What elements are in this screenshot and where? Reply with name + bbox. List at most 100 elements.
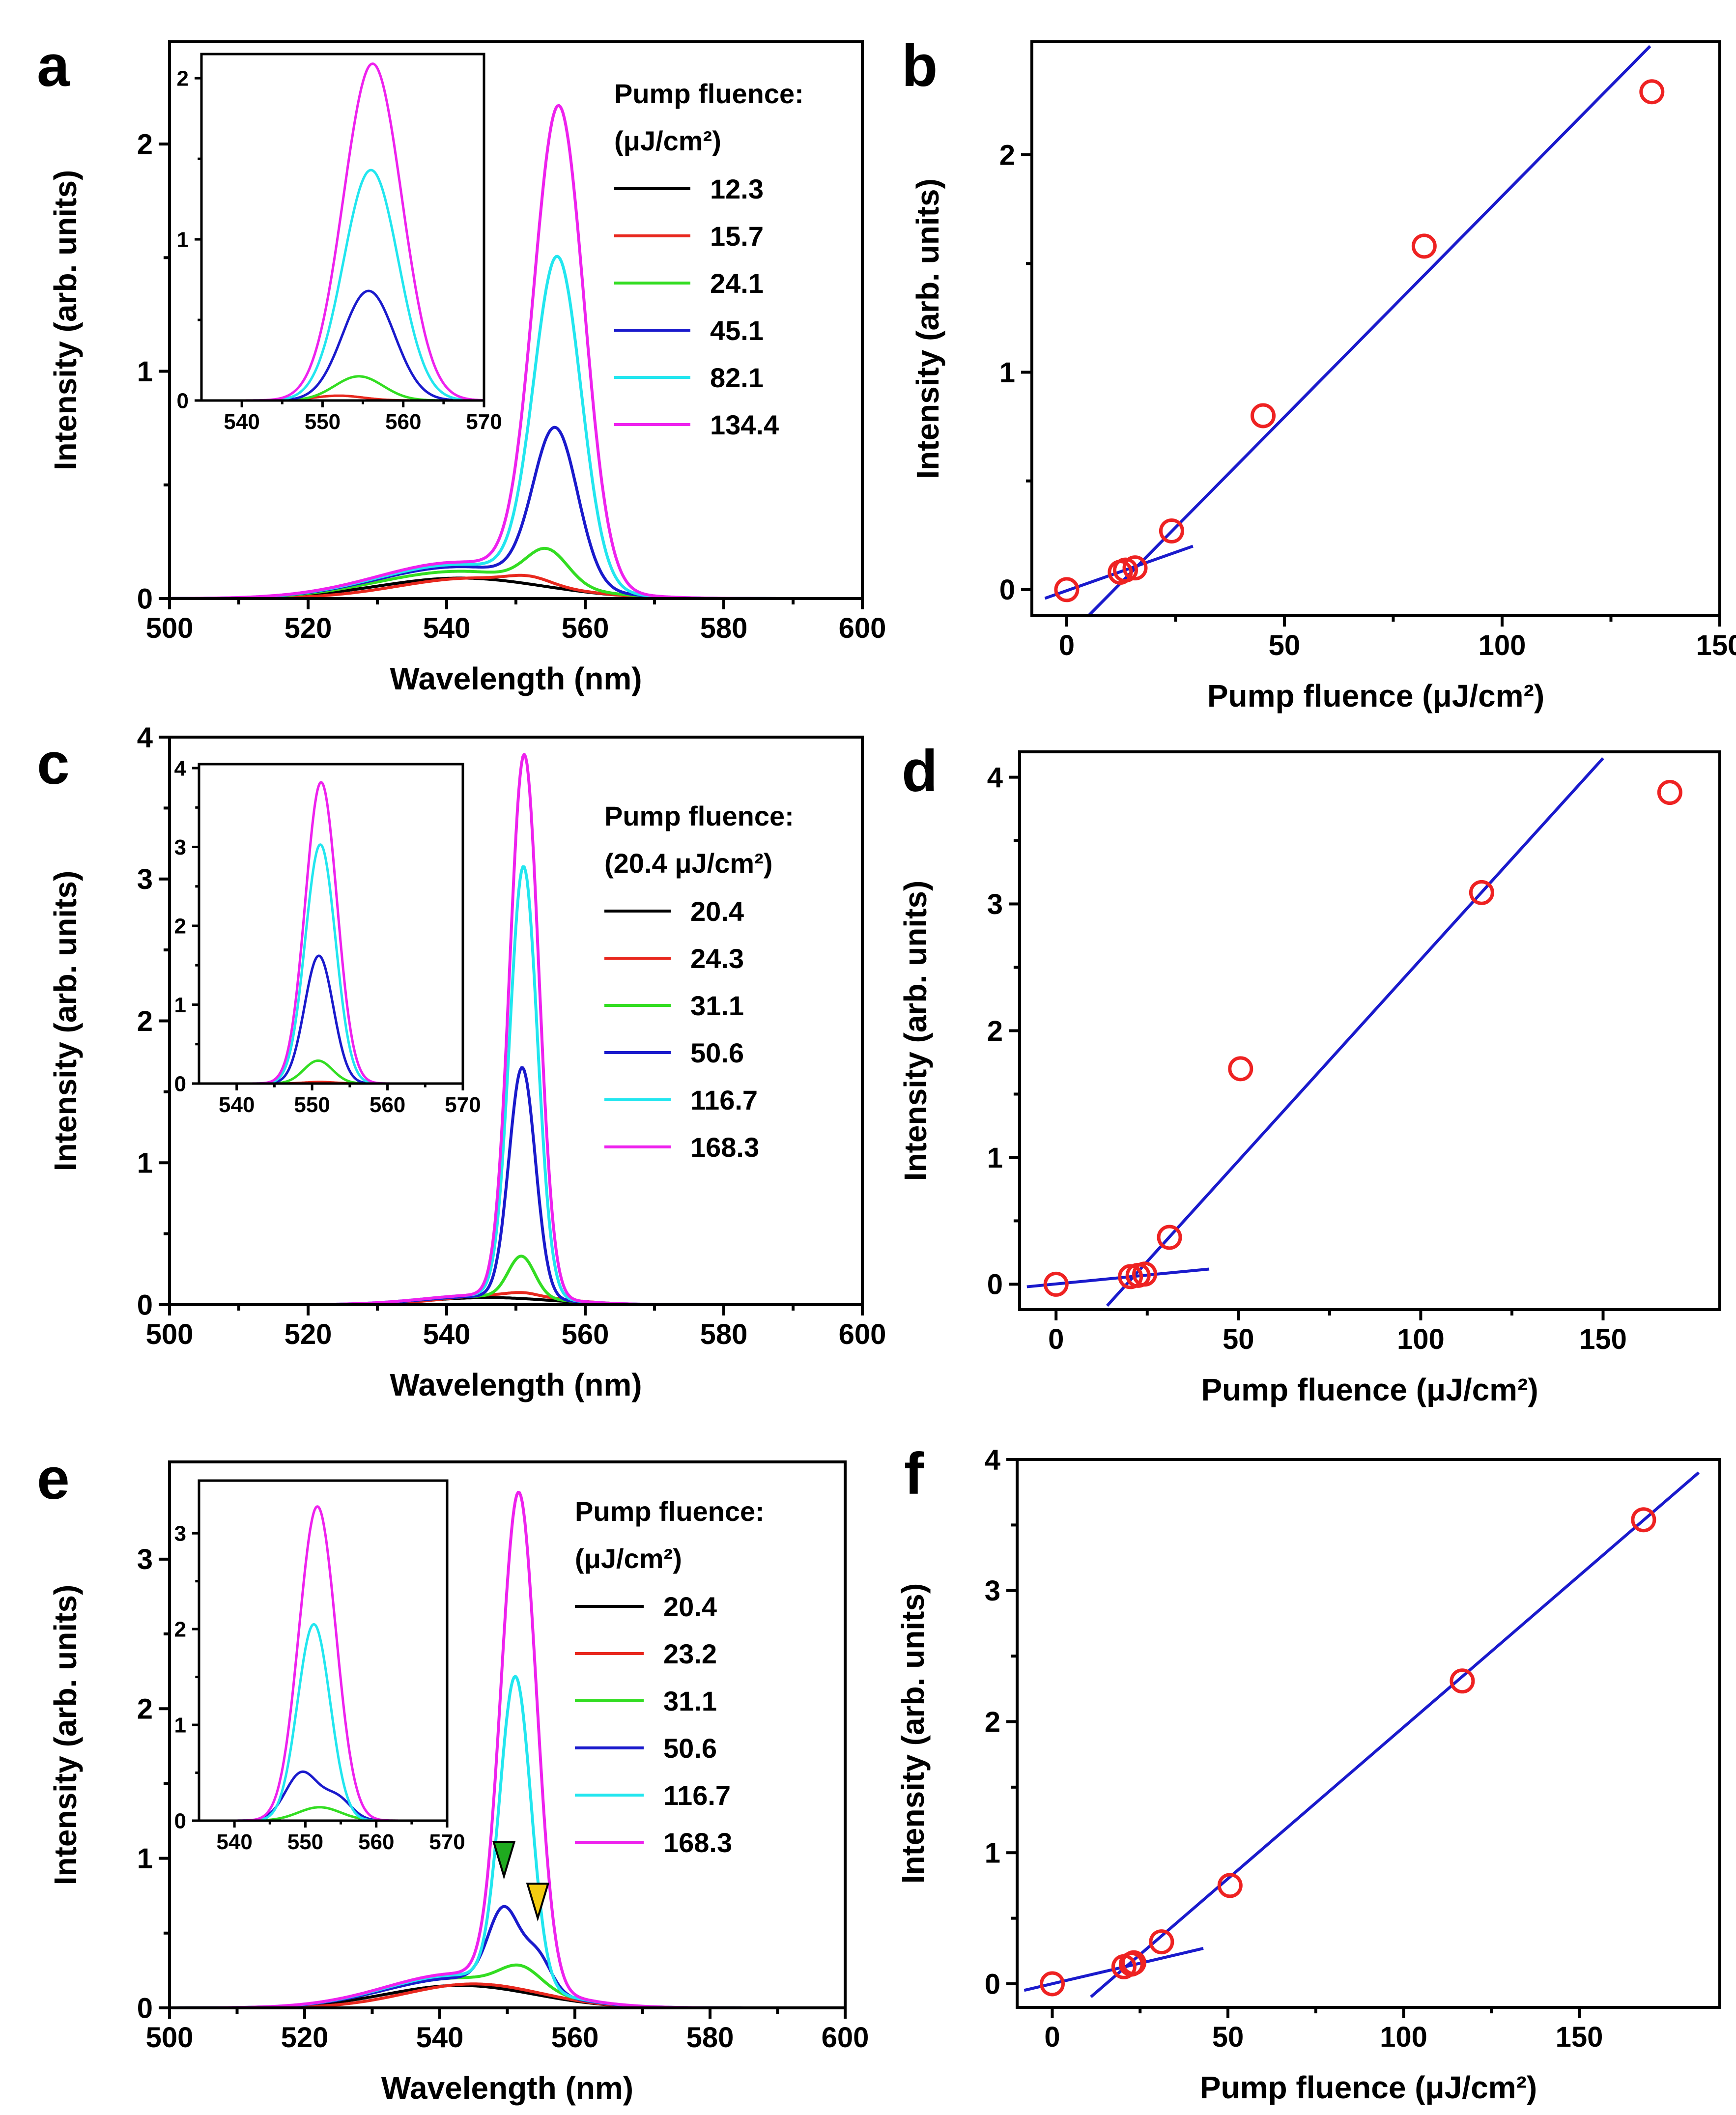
legend-entry: 134.4 — [710, 409, 779, 440]
x-tick-label: 520 — [285, 612, 332, 644]
y-axis-label: Intensity (arb. units) — [898, 881, 933, 1181]
x-tick-label: 580 — [700, 612, 748, 644]
x-tick-label: 0 — [1044, 2021, 1060, 2053]
legend-entry: 168.3 — [663, 1827, 732, 1858]
x-axis-label: Pump fluence (μJ/cm²) — [1207, 678, 1544, 714]
data-point — [1228, 1056, 1253, 1082]
legend-unit: (20.4 μJ/cm²) — [604, 848, 772, 879]
y-tick-label: 1 — [137, 1147, 153, 1179]
panel-letter: d — [902, 738, 938, 804]
axes-frame — [1030, 40, 1721, 617]
legend-title: Pump fluence: — [614, 78, 804, 109]
x-tick-label: 0 — [1048, 1323, 1064, 1355]
peak-arrow — [526, 1883, 550, 1922]
legend-entry: 45.1 — [710, 315, 764, 346]
y-tick-label: 4 — [985, 1444, 1000, 1476]
data-point — [1217, 1873, 1243, 1898]
legend-entry: 82.1 — [710, 362, 764, 393]
main-series-50.6 — [169, 1905, 846, 2009]
inset-x-tick-label: 540 — [224, 410, 259, 434]
inset-background — [199, 764, 463, 1084]
y-axis-label: Intensity (arb. units) — [895, 1583, 931, 1884]
main-series-20.4 — [169, 1984, 846, 2009]
legend-entry: 116.7 — [690, 1085, 758, 1115]
legend-unit: (μJ/cm²) — [575, 1543, 682, 1574]
x-tick-label: 540 — [416, 2022, 464, 2054]
data-point — [1469, 880, 1494, 905]
x-tick-label: 600 — [839, 1318, 886, 1350]
panel-b-fluence-plot: b 0 50 100 150 0 1 2 Pump fluence (μJ/cm²) Intens… — [902, 33, 1736, 714]
panel-letter: a — [37, 33, 70, 99]
inset-x-tick-label: 560 — [385, 410, 421, 434]
x-axis-label: Wavelength (nm) — [390, 661, 642, 696]
inset-axes-frame — [198, 763, 464, 1085]
inset-x-tick-label: 550 — [305, 410, 341, 434]
x-tick-label: 580 — [700, 1318, 748, 1350]
y-tick-label: 1 — [137, 356, 153, 388]
inset-x-tick-label: 560 — [358, 1830, 394, 1854]
inset-y-tick-label: 3 — [174, 1522, 186, 1546]
legend-entry: 20.4 — [663, 1591, 717, 1622]
x-tick-label: 500 — [146, 612, 194, 644]
x-tick-label: 100 — [1380, 2021, 1427, 2053]
y-tick-label: 0 — [137, 583, 153, 615]
y-axis-label: Intensity (arb. units) — [48, 871, 83, 1172]
x-tick-label: 580 — [686, 2022, 734, 2054]
peak-arrow — [492, 1841, 516, 1880]
fit-line — [1044, 544, 1194, 600]
data-point — [1113, 557, 1138, 583]
axes-frame — [1018, 750, 1721, 1311]
data-point — [1157, 1225, 1182, 1250]
x-tick-label: 100 — [1397, 1323, 1445, 1355]
x-tick-label: 600 — [822, 2022, 869, 2054]
x-tick-label: 540 — [423, 612, 471, 644]
inset-x-tick-label: 540 — [216, 1830, 252, 1854]
inset-y-tick-label: 1 — [174, 1713, 186, 1737]
inset-x-tick-label: 570 — [445, 1093, 481, 1117]
legend-entry: 24.3 — [690, 943, 744, 974]
y-tick-label: 3 — [137, 863, 153, 895]
data-point — [1631, 1507, 1656, 1533]
x-tick-label: 600 — [839, 612, 886, 644]
y-tick-label: 2 — [137, 1693, 153, 1725]
x-tick-label: 150 — [1556, 2021, 1603, 2053]
data-point — [1450, 1668, 1475, 1694]
x-tick-label: 0 — [1059, 629, 1075, 661]
x-tick-label: 50 — [1223, 1323, 1254, 1355]
main-series-23.2 — [169, 1982, 846, 2009]
legend-entry: 20.4 — [690, 896, 744, 927]
data-point — [1043, 1271, 1069, 1297]
x-tick-label: 520 — [281, 2022, 329, 2054]
y-tick-label: 3 — [985, 1575, 1000, 1607]
inset-axes-frame — [200, 53, 485, 402]
panel-d-fluence-plot: d 0 50 100 150 0 1 2 3 4 Pump fluence (μJ/cm²) Inte… — [898, 738, 1721, 1407]
legend-title: Pump fluence: — [575, 1496, 765, 1527]
x-tick-label: 50 — [1212, 2021, 1244, 2053]
y-tick-label: 3 — [137, 1543, 153, 1575]
x-axis-label: Pump fluence (μJ/cm²) — [1200, 2070, 1537, 2105]
y-tick-label: 0 — [987, 1269, 1003, 1301]
y-tick-label: 2 — [985, 1706, 1000, 1738]
y-tick-label: 2 — [137, 128, 153, 160]
y-axis-label: Intensity (arb. units) — [910, 178, 945, 479]
legend-entry: 31.1 — [663, 1686, 717, 1716]
inset-background — [201, 54, 484, 400]
y-tick-label: 0 — [137, 1289, 153, 1321]
data-point — [1657, 780, 1682, 805]
y-tick-label: 4 — [987, 762, 1003, 794]
y-tick-label: 2 — [987, 1015, 1003, 1047]
legend-entry: 12.3 — [710, 173, 764, 204]
y-tick-label: 0 — [137, 1992, 153, 2024]
x-tick-label: 500 — [146, 1318, 194, 1350]
legend-entry: 23.2 — [663, 1638, 717, 1669]
data-point — [1122, 555, 1148, 581]
legend-entry: 15.7 — [710, 221, 764, 252]
legend-entry: 116.7 — [663, 1780, 731, 1811]
legend-entry: 31.1 — [690, 990, 744, 1021]
panel-f-fluence-plot: f 0 50 100 150 0 1 2 3 4 Pump fluence (μJ/cm²) Inte… — [895, 1441, 1721, 2105]
data-point — [1639, 79, 1665, 105]
data-point — [1251, 403, 1276, 429]
legend-entry: 50.6 — [663, 1733, 717, 1764]
